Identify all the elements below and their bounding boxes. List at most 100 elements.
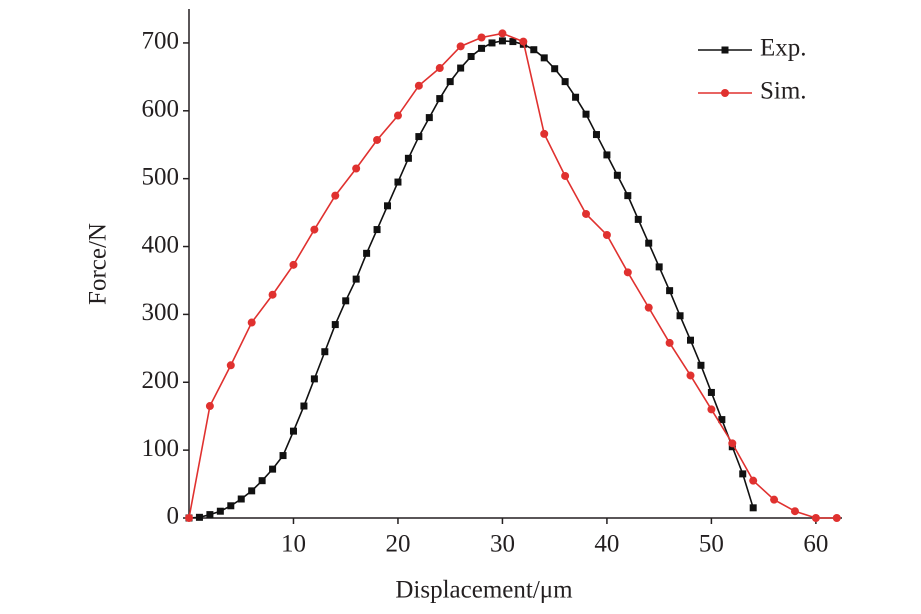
marker (592, 131, 600, 139)
marker (624, 192, 632, 200)
marker (352, 164, 361, 173)
marker (247, 318, 256, 327)
marker (707, 405, 716, 414)
x-tick-label: 30 (490, 531, 515, 558)
marker (686, 371, 695, 380)
y-axis-label: Force/N (85, 223, 112, 305)
marker (582, 209, 591, 218)
marker (811, 514, 820, 522)
marker (310, 225, 319, 234)
marker (205, 402, 214, 411)
marker (206, 511, 214, 519)
marker (269, 465, 277, 473)
marker (342, 297, 350, 305)
marker (790, 507, 799, 516)
marker (707, 388, 715, 396)
marker (561, 171, 570, 180)
marker (457, 64, 465, 72)
marker (749, 504, 757, 512)
y-tick-label: 400 (142, 231, 180, 258)
marker (258, 477, 266, 485)
marker (676, 312, 684, 320)
marker (603, 151, 611, 159)
marker (477, 33, 486, 42)
marker (770, 495, 779, 504)
marker (216, 507, 224, 515)
marker (582, 110, 590, 118)
marker (446, 78, 454, 86)
marker (289, 260, 298, 269)
marker (551, 65, 559, 73)
series-line (188, 32, 837, 519)
marker (697, 361, 705, 369)
y-tick-label: 300 (142, 299, 180, 326)
marker (634, 215, 642, 223)
marker (415, 133, 423, 141)
marker (530, 46, 538, 54)
x-tick-label: 20 (385, 531, 410, 558)
marker (561, 78, 569, 86)
y-tick-label: 500 (142, 163, 180, 190)
marker (645, 239, 653, 247)
marker (540, 129, 549, 138)
marker (331, 191, 340, 200)
marker (268, 290, 277, 299)
marker (394, 178, 402, 186)
legend-label: Sim. (760, 78, 807, 105)
marker (414, 81, 423, 90)
marker (384, 202, 392, 210)
marker (665, 338, 674, 347)
marker (478, 44, 486, 52)
marker (509, 38, 517, 46)
marker (195, 513, 203, 521)
marker (185, 514, 193, 522)
marker (436, 95, 444, 103)
legend-marker (721, 46, 729, 54)
y-tick-label: 700 (142, 28, 180, 55)
y-tick-label: 600 (142, 96, 180, 123)
y-tick-label: 0 (167, 503, 180, 530)
y-tick-label: 100 (142, 435, 180, 462)
legend-label: Exp. (760, 35, 807, 62)
x-axis-label: Displacement/μm (395, 577, 573, 604)
y-tick-label: 200 (142, 367, 180, 394)
x-tick-label: 40 (594, 531, 619, 558)
marker (352, 275, 360, 283)
marker (832, 514, 841, 522)
marker (227, 502, 235, 510)
marker (540, 54, 548, 62)
legend-marker (721, 89, 729, 97)
marker (602, 230, 611, 239)
marker (498, 29, 507, 38)
marker (393, 111, 402, 120)
marker (655, 263, 663, 271)
marker (435, 64, 444, 73)
marker (310, 375, 318, 383)
marker (519, 37, 528, 46)
marker (226, 361, 235, 370)
marker (467, 53, 475, 61)
marker (279, 452, 287, 460)
marker (456, 42, 465, 51)
marker (373, 135, 382, 144)
x-tick-label: 50 (699, 531, 724, 558)
marker (289, 427, 297, 435)
marker (687, 336, 695, 344)
marker (739, 470, 747, 478)
marker (373, 226, 381, 234)
marker (248, 487, 256, 495)
marker (404, 154, 412, 162)
marker (613, 171, 621, 179)
marker (749, 476, 758, 485)
marker (425, 114, 433, 122)
marker (321, 348, 329, 356)
x-tick-label: 60 (803, 531, 828, 558)
marker (363, 249, 371, 257)
marker (572, 93, 580, 101)
series-line (188, 40, 754, 519)
marker (498, 37, 506, 45)
marker (488, 39, 496, 47)
marker (331, 321, 339, 329)
marker (666, 287, 674, 295)
